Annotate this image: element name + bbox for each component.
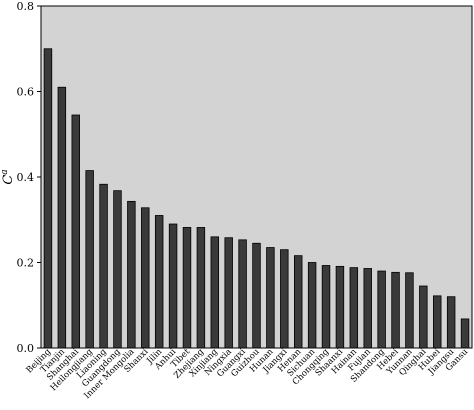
bar-heilongjiang <box>85 170 94 349</box>
bar-jiangsu <box>446 296 456 349</box>
bar-shaanxi <box>335 265 345 349</box>
bar-hunan <box>266 247 275 349</box>
bar-tibet <box>182 227 192 349</box>
y-tick-label: 0.8 <box>17 0 35 13</box>
bar-hainan <box>349 267 359 349</box>
bar-gansu <box>460 318 470 349</box>
y-tick-label: 0.4 <box>17 171 35 184</box>
y-axis-label-superscript: a <box>0 169 10 174</box>
bar-beijing <box>43 48 53 349</box>
bar-anhui <box>168 223 178 349</box>
bar-shanghai <box>71 114 80 349</box>
bar-henan <box>293 255 303 349</box>
bar-guizhou <box>252 242 261 349</box>
bar-zhejiang <box>196 227 206 349</box>
bar-chongqing <box>321 265 331 349</box>
y-axis: 0.0 0.2 0.4 0.6 0.8 <box>17 0 41 355</box>
bar-guangxi <box>238 239 247 349</box>
y-tick-label: 0.6 <box>17 86 35 99</box>
bars-group <box>43 48 470 349</box>
y-axis-label: Ca <box>0 169 16 184</box>
bar-shanxi <box>141 207 150 349</box>
bar-liaoning <box>99 183 108 349</box>
y-tick-label: 0.2 <box>17 257 35 270</box>
bar-sichuan <box>307 262 317 349</box>
bar-ningxia <box>224 237 233 349</box>
bar-fujian <box>363 268 372 349</box>
bar-yunnan <box>405 272 414 349</box>
bar-jiangxi <box>280 249 289 349</box>
x-axis-labels: BeijingTianjinShanghaiHeilongjiangLiaoni… <box>25 347 471 401</box>
bar-inner-mongolia <box>127 200 136 349</box>
bar-qinghai <box>419 285 428 349</box>
bar-xinjiang <box>210 236 220 349</box>
bar-tianjin <box>57 86 67 349</box>
bar-guangdong <box>113 190 122 349</box>
bar-jilin <box>154 215 164 349</box>
bar-shandong <box>377 270 386 349</box>
y-tick-label: 0.0 <box>17 342 35 355</box>
bar-hebei <box>391 271 400 349</box>
y-axis-label-main: C <box>1 175 16 185</box>
bar-hubei <box>433 295 442 349</box>
